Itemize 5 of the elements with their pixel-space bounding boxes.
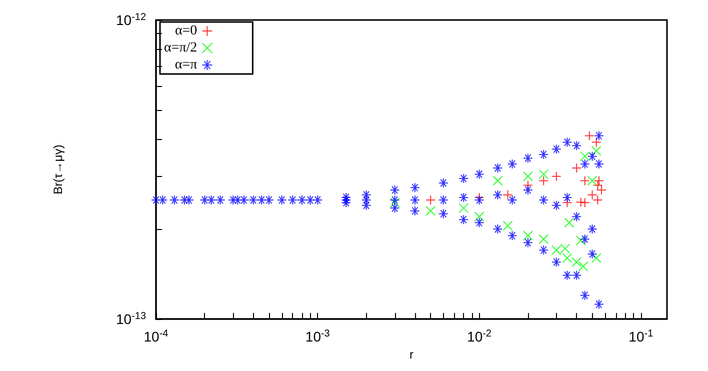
legend-label: α=π/2: [164, 40, 198, 56]
x-axis-title: r: [410, 347, 414, 362]
y-axis-title: Br(τ→μγ): [51, 144, 65, 194]
legend-label: α=π: [174, 58, 198, 72]
legend-label: α=0: [174, 24, 198, 38]
